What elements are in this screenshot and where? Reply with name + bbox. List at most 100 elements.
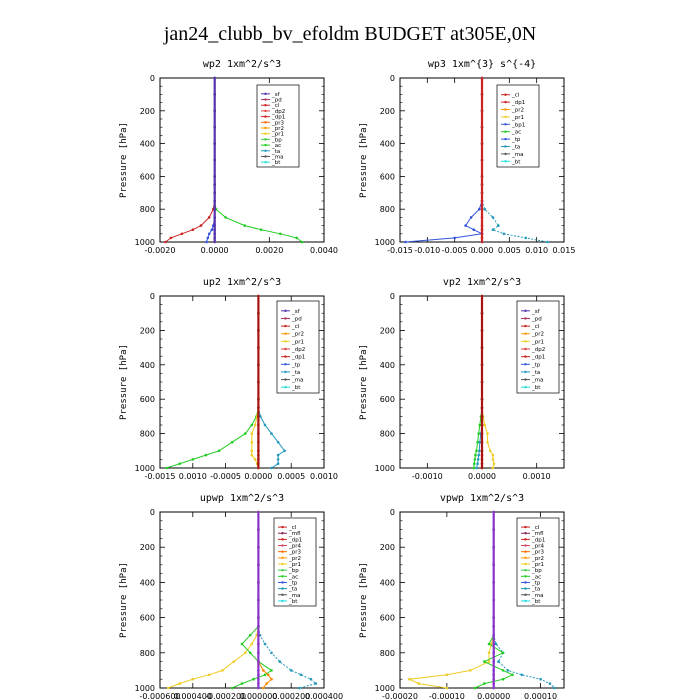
legend-marker (264, 115, 267, 118)
data-point (213, 158, 216, 162)
legend-label: _pd (271, 98, 282, 104)
legend-label: _ma (291, 378, 303, 384)
legend-label: _ac (271, 143, 281, 149)
x-tick-label: 0.000400 (174, 692, 212, 700)
series-line (165, 78, 216, 243)
data-point (206, 236, 210, 240)
data-point (494, 642, 498, 646)
legend-label: _sf (271, 92, 281, 98)
y-tick-label: 400 (140, 140, 155, 149)
data-point (480, 183, 484, 186)
data-point (257, 423, 260, 427)
data-point (553, 686, 556, 690)
legend: _sf_pd_cl_dp2_dp1_pr3_pr2_pr1_bp_ac_ta_m… (256, 84, 300, 168)
data-point (480, 109, 484, 113)
data-point (270, 651, 273, 655)
data-point (417, 682, 421, 685)
y-tick-label: 800 (140, 430, 155, 439)
y-axis-label: Pressure [hPa] (119, 562, 129, 638)
data-point (480, 462, 484, 466)
data-point (314, 682, 318, 685)
data-point (491, 453, 495, 457)
x-tick-label: -0.015 (387, 246, 413, 255)
legend-label: _bt (531, 385, 541, 391)
legend-marker (264, 98, 267, 101)
legend-marker (524, 556, 527, 560)
y-tick-label: 600 (380, 614, 395, 623)
panel-title: wp3 1xm^{3} s^{-4} (428, 59, 536, 70)
legend-marker (281, 575, 284, 578)
data-point (257, 669, 260, 672)
legend-label: _ma (271, 154, 283, 160)
data-point (263, 642, 267, 646)
data-point (502, 232, 506, 236)
legend-marker (524, 355, 527, 358)
data-point (487, 651, 491, 655)
legend-label: _bt (271, 160, 281, 166)
data-point (473, 462, 476, 466)
legend-marker (264, 126, 267, 130)
legend-marker (504, 137, 507, 141)
legend: _cl_dp1 _pr2_pr1_bp1 _ac_tp _ta_ma_bt (496, 84, 540, 168)
data-point (263, 673, 267, 677)
series-line (166, 296, 259, 469)
legend-label: _bp (531, 568, 542, 574)
series-line (407, 512, 495, 689)
y-tick-label: 800 (380, 649, 395, 658)
data-point (257, 458, 260, 461)
legend-label: _pr1 (271, 132, 284, 138)
data-point (257, 677, 260, 681)
data-point (473, 458, 477, 461)
data-point (257, 329, 260, 332)
series-cl (480, 76, 484, 244)
x-tick-label: 0.015 (553, 246, 576, 255)
legend-marker (264, 104, 267, 107)
series-tp (404, 76, 484, 244)
data-point (248, 633, 252, 637)
legend-marker (281, 593, 284, 596)
legend-label: _tp (511, 137, 521, 143)
data-point (257, 449, 260, 453)
data-point (480, 363, 484, 367)
data-point (473, 686, 477, 690)
data-point (213, 76, 216, 80)
data-point (257, 682, 260, 685)
y-tick-label: 800 (140, 205, 155, 214)
data-point (492, 616, 496, 619)
data-point (263, 423, 267, 427)
data-point (259, 415, 262, 418)
data-point (207, 673, 211, 677)
legend-marker (504, 152, 507, 156)
data-point (169, 236, 173, 240)
data-point (278, 660, 282, 663)
data-point (480, 228, 484, 231)
data-point (492, 660, 496, 663)
series-dp1 (165, 294, 260, 470)
data-point (469, 216, 473, 219)
legend-label: _bt (291, 385, 301, 391)
legend-marker (524, 575, 527, 578)
data-point (492, 510, 496, 514)
legend-label: _pr3 (271, 120, 285, 126)
legend-marker (504, 130, 507, 133)
data-point (480, 449, 484, 453)
data-point (524, 236, 527, 240)
data-point (224, 216, 227, 219)
data-point (501, 651, 505, 655)
data-point (257, 432, 260, 435)
y-tick-label: 800 (380, 205, 395, 214)
data-point (404, 240, 407, 244)
data-point (244, 651, 247, 655)
data-point (480, 453, 484, 457)
data-point (257, 406, 260, 410)
data-point (257, 660, 260, 663)
legend-marker (264, 155, 267, 158)
data-point (480, 93, 484, 96)
data-point (243, 224, 246, 227)
x-tick-label: -0.0010 (412, 472, 443, 481)
x-tick-label: 0.000400 (305, 692, 343, 700)
x-tick-label: 0.0040 (310, 246, 338, 255)
data-point (270, 677, 273, 681)
data-point (259, 228, 263, 231)
